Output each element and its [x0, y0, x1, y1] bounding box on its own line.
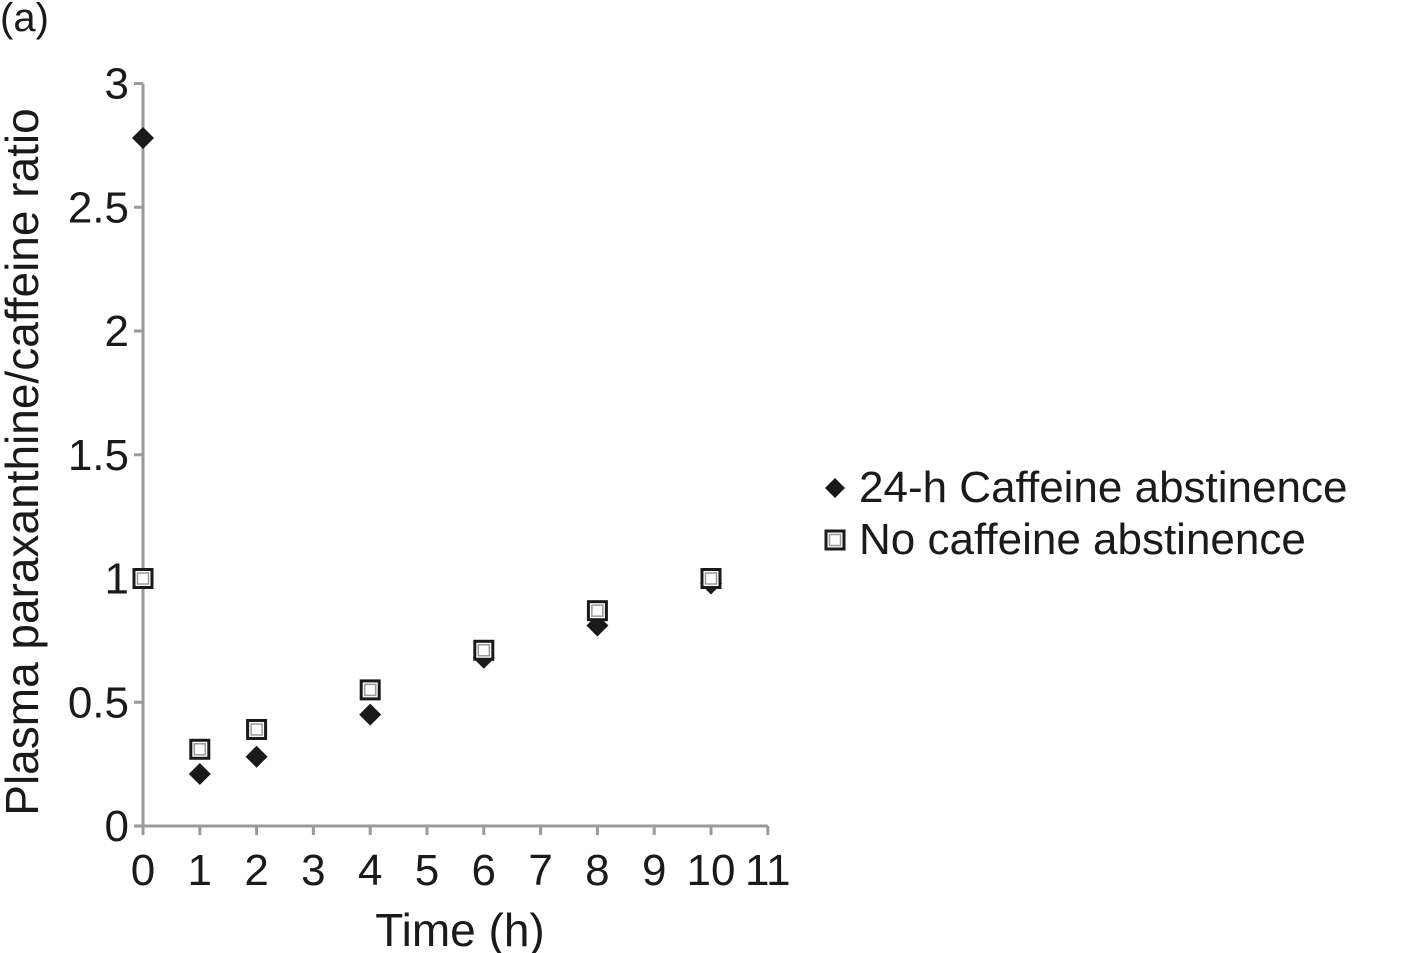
y-tick-label: 2: [105, 307, 129, 356]
x-tick-label: 6: [472, 846, 496, 895]
x-axis-label: Time (h): [375, 904, 545, 953]
x-tick-label: 10: [687, 846, 736, 895]
y-tick-labels: 0 0.5 1 1.5 2 2.5 3: [68, 60, 129, 852]
diamond-marker-icon: [825, 478, 845, 498]
axes: [134, 82, 770, 835]
y-tick-label: 1: [105, 555, 129, 604]
x-tick-label: 11: [745, 846, 791, 895]
x-tick-label: 3: [301, 846, 325, 895]
x-tick-label: 1: [188, 846, 212, 895]
y-tick-label: 0.5: [68, 678, 129, 727]
legend-item-24h-abstinence: 24-h Caffeine abstinence: [815, 462, 1347, 514]
data-point-square: [359, 679, 381, 701]
x-tick-label: 7: [528, 846, 552, 895]
legend: 24-h Caffeine abstinence No caffeine abs…: [815, 462, 1347, 566]
x-tick-labels: 0 1 2 3 4 5 6 7 8 9 10 11: [131, 846, 791, 895]
data-point-diamond: [132, 126, 154, 149]
data-point-diamond: [188, 763, 211, 786]
y-tick-label: 2.5: [68, 183, 129, 232]
data-points: [132, 126, 722, 786]
data-point-square: [473, 639, 495, 661]
x-tick-label: 2: [244, 846, 268, 895]
data-point-square: [246, 718, 268, 740]
x-tick-label: 5: [415, 846, 439, 895]
x-tick-label: 8: [585, 846, 609, 895]
legend-label: 24-h Caffeine abstinence: [859, 463, 1348, 512]
data-point-square: [700, 568, 722, 589]
y-axis-label: Plasma paraxanthine/caffeine ratio: [0, 108, 48, 815]
panel-label: (a): [0, 0, 49, 40]
y-tick-label: 1.5: [68, 431, 129, 480]
y-tick-label: 3: [105, 60, 129, 109]
data-point-square: [132, 568, 154, 589]
data-point-diamond: [359, 703, 382, 726]
data-point-square: [586, 600, 608, 622]
square-marker-icon: [824, 529, 846, 551]
x-tick-label: 9: [642, 846, 666, 895]
legend-item-no-abstinence: No caffeine abstinence: [815, 514, 1347, 566]
y-tick-label: 0: [105, 802, 129, 851]
data-point-square: [189, 738, 211, 760]
legend-label: No caffeine abstinence: [859, 515, 1306, 564]
x-tick-label: 4: [358, 846, 382, 895]
data-point-diamond: [245, 745, 268, 768]
x-tick-label: 0: [131, 846, 155, 895]
